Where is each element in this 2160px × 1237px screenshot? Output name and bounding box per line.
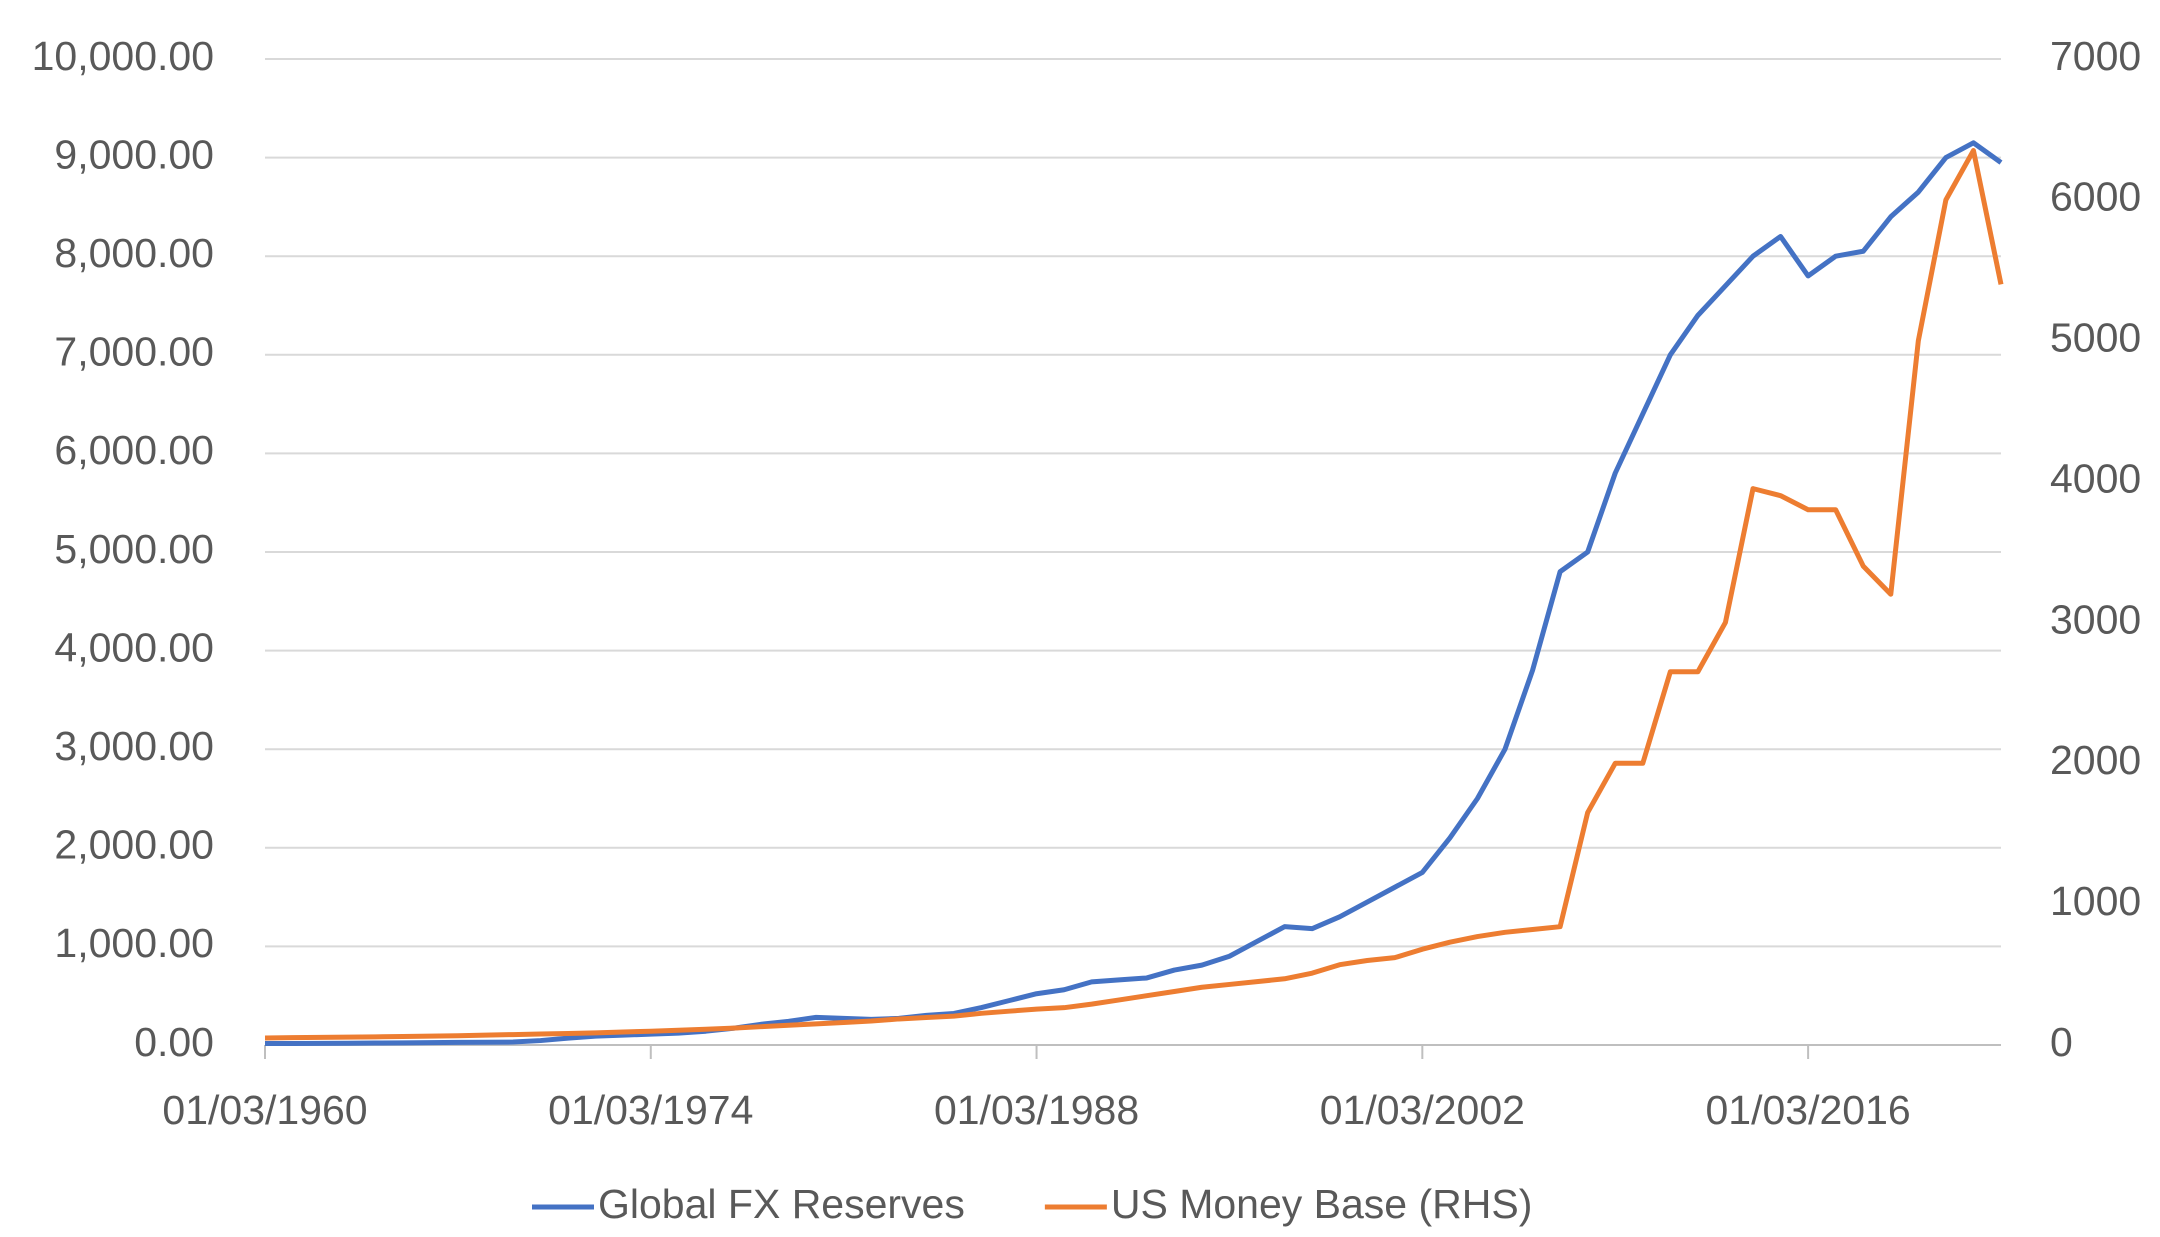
- series-line: [265, 140, 2003, 1047]
- y-tick-label: 2,000.00: [54, 822, 214, 868]
- series-line: [264, 148, 2004, 1041]
- y2-tick-label: 0: [2050, 1019, 2073, 1065]
- y-tick-label: 10,000.00: [32, 33, 214, 79]
- y-tick-label: 1,000.00: [54, 920, 214, 966]
- y2-tick-label: 6000: [2050, 174, 2141, 220]
- x-tick-label: 01/03/2002: [1320, 1087, 1525, 1133]
- y2-tick-label: 3000: [2050, 596, 2141, 642]
- y2-tick-label: 4000: [2050, 455, 2141, 501]
- y-tick-label: 3,000.00: [54, 723, 214, 769]
- x-tick-label: 01/03/1988: [934, 1087, 1139, 1133]
- x-tick-label: 01/03/2016: [1706, 1087, 1911, 1133]
- y2-tick-label: 5000: [2050, 315, 2141, 361]
- y-tick-label: 9,000.00: [54, 131, 214, 177]
- y2-tick-label: 2000: [2050, 737, 2141, 783]
- x-tick-label: 01/03/1974: [548, 1087, 753, 1133]
- y-tick-label: 0.00: [134, 1019, 214, 1065]
- y2-tick-label: 7000: [2050, 33, 2141, 79]
- y2-tick-label: 1000: [2050, 878, 2141, 924]
- y-tick-label: 7,000.00: [54, 329, 214, 375]
- y-tick-label: 4,000.00: [54, 624, 214, 670]
- y-tick-label: 6,000.00: [54, 427, 214, 473]
- x-tick-label: 01/03/1960: [162, 1087, 367, 1133]
- legend-label: Global FX Reserves: [598, 1181, 965, 1227]
- y-tick-label: 8,000.00: [54, 230, 214, 276]
- y-tick-label: 5,000.00: [54, 526, 214, 572]
- legend-label: US Money Base (RHS): [1111, 1181, 1533, 1227]
